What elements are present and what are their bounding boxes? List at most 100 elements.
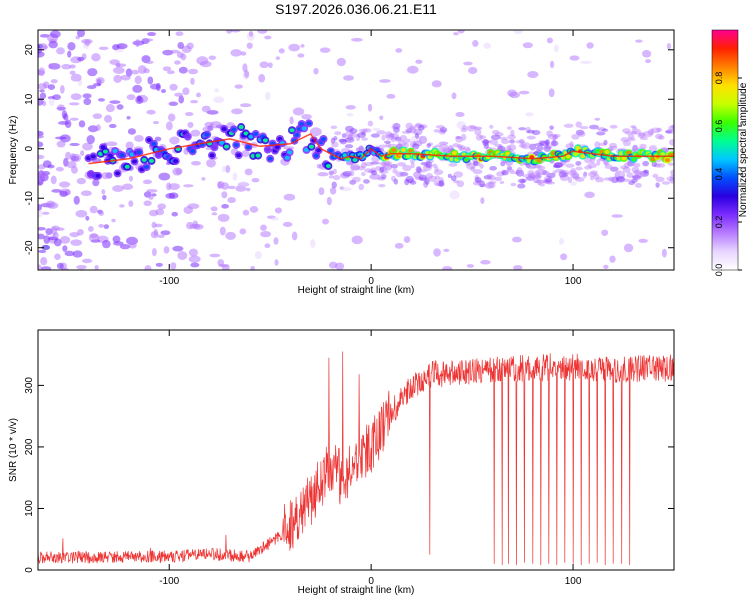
noise-blob bbox=[526, 135, 536, 140]
noise-blob bbox=[449, 190, 460, 200]
noise-blob bbox=[339, 138, 348, 145]
noise-blob bbox=[553, 162, 563, 169]
noise-blob bbox=[349, 128, 358, 134]
noise-blob bbox=[95, 76, 105, 85]
noise-blob bbox=[381, 161, 387, 168]
noise-blob bbox=[230, 49, 242, 57]
noise-blob bbox=[257, 30, 268, 34]
noise-blob bbox=[91, 53, 101, 62]
noise-blob bbox=[84, 39, 91, 46]
ridge-core bbox=[313, 153, 319, 158]
noise-blob bbox=[457, 30, 465, 34]
noise-blob bbox=[76, 264, 87, 270]
noise-blob bbox=[666, 42, 671, 50]
noise-blob bbox=[496, 171, 505, 177]
noise-blob bbox=[521, 179, 526, 183]
noise-blob bbox=[551, 139, 557, 147]
noise-blob bbox=[621, 178, 632, 182]
noise-blob bbox=[593, 173, 600, 180]
noise-blob bbox=[43, 235, 51, 244]
noise-blob bbox=[89, 205, 98, 214]
noise-blob bbox=[622, 140, 631, 147]
noise-blob bbox=[264, 35, 272, 40]
noise-blob bbox=[128, 200, 134, 208]
noise-blob bbox=[601, 229, 609, 236]
noise-blob bbox=[92, 113, 103, 120]
noise-blob bbox=[527, 71, 539, 79]
noise-blob bbox=[55, 166, 64, 172]
noise-blob bbox=[191, 160, 202, 166]
noise-blob bbox=[238, 181, 249, 188]
noise-blob bbox=[165, 121, 173, 131]
noise-blob bbox=[153, 228, 158, 237]
noise-blob bbox=[226, 30, 232, 34]
noise-blob bbox=[146, 109, 156, 115]
noise-blob bbox=[225, 231, 236, 240]
noise-blob bbox=[331, 181, 337, 189]
snr-axes: -100 0 100 0 100 200 300 bbox=[24, 330, 674, 587]
noise-blob bbox=[168, 101, 179, 107]
ridge-core bbox=[294, 133, 300, 138]
noise-blob bbox=[288, 43, 301, 52]
noise-blob bbox=[38, 141, 44, 148]
noise-blob bbox=[569, 55, 580, 61]
noise-blob bbox=[199, 60, 212, 68]
noise-blob bbox=[76, 177, 86, 185]
noise-blob bbox=[130, 69, 139, 75]
noise-blob bbox=[329, 187, 337, 195]
noise-blob bbox=[577, 131, 586, 137]
ridge-core bbox=[148, 158, 154, 163]
noise-blob bbox=[553, 134, 559, 140]
noise-blob bbox=[427, 175, 437, 182]
noise-blob bbox=[370, 161, 380, 165]
noise-blob bbox=[166, 70, 175, 75]
noise-blob bbox=[208, 55, 217, 61]
noise-blob bbox=[599, 142, 607, 146]
noise-blob bbox=[543, 180, 553, 185]
noise-blob bbox=[543, 139, 550, 145]
noise-blob bbox=[217, 213, 230, 222]
noise-blob bbox=[362, 128, 372, 133]
noise-blob bbox=[580, 125, 589, 130]
noise-blob bbox=[346, 112, 354, 117]
noise-blob bbox=[455, 136, 464, 143]
noise-blob bbox=[358, 128, 368, 133]
noise-blob bbox=[51, 189, 62, 193]
noise-blob bbox=[489, 139, 499, 145]
noise-blob bbox=[510, 182, 517, 187]
noise-blob bbox=[594, 141, 601, 149]
ridge-core bbox=[400, 147, 406, 152]
ridge-core bbox=[190, 149, 196, 154]
noise-blob bbox=[154, 223, 163, 228]
noise-blob bbox=[466, 162, 476, 170]
noise-blob bbox=[658, 135, 665, 140]
noise-blob bbox=[190, 100, 199, 104]
noise-blob bbox=[209, 253, 221, 258]
noise-blob bbox=[499, 136, 508, 141]
noise-blob bbox=[119, 244, 131, 250]
noise-blob bbox=[351, 235, 363, 245]
noise-blob bbox=[326, 196, 332, 206]
noise-blob bbox=[638, 132, 646, 137]
y-tick-label: 20 bbox=[24, 44, 35, 56]
noise-blob bbox=[169, 136, 180, 145]
noise-blob bbox=[518, 127, 527, 131]
noise-blob bbox=[466, 264, 475, 268]
noise-blob bbox=[75, 209, 88, 218]
noise-blob bbox=[565, 163, 575, 168]
noise-blob bbox=[431, 80, 442, 88]
noise-blob bbox=[317, 172, 329, 177]
noise-blob bbox=[291, 231, 298, 241]
noise-blob bbox=[511, 236, 522, 243]
noise-blob bbox=[438, 180, 445, 187]
noise-blob bbox=[64, 250, 75, 257]
noise-blob bbox=[152, 121, 160, 125]
noise-blob bbox=[603, 264, 609, 269]
noise-blob bbox=[480, 259, 491, 265]
colorbar-tick-label: 0.4 bbox=[714, 168, 724, 181]
ridge-core bbox=[115, 171, 121, 176]
noise-blob bbox=[574, 176, 585, 182]
noise-blob bbox=[80, 190, 92, 197]
noise-blob bbox=[620, 137, 629, 143]
noise-blob bbox=[552, 135, 557, 142]
